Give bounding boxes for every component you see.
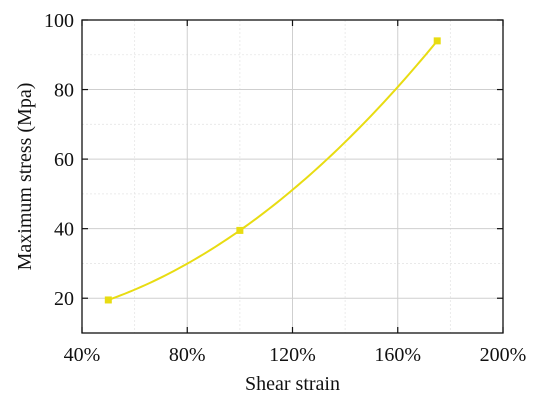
- y-tick-label: 80: [54, 80, 74, 102]
- data-point-marker: [236, 226, 244, 234]
- y-tick-label: 20: [54, 288, 74, 310]
- x-tick-labels: 40% 80% 120% 160% 200%: [64, 344, 527, 366]
- series-line: [107, 40, 438, 301]
- y-tick-labels: 20 40 60 80 100: [44, 10, 74, 310]
- y-tick-label: 60: [54, 149, 74, 171]
- x-tick-label: 120%: [269, 344, 316, 366]
- x-tick-label: 40%: [64, 344, 101, 366]
- series-layer: [104, 37, 441, 304]
- y-axis-label: Maximum stress (Mpa): [14, 83, 36, 271]
- data-point-marker: [104, 296, 112, 304]
- data-point-marker: [433, 37, 441, 45]
- y-tick-label: 100: [44, 10, 74, 32]
- x-tick-label: 80%: [169, 344, 206, 366]
- x-tick-label: 200%: [480, 344, 527, 366]
- x-tick-label: 160%: [374, 344, 421, 366]
- x-axis-label: Shear strain: [245, 373, 340, 395]
- axis-ticks: [81, 19, 504, 333]
- y-tick-label: 40: [54, 219, 74, 241]
